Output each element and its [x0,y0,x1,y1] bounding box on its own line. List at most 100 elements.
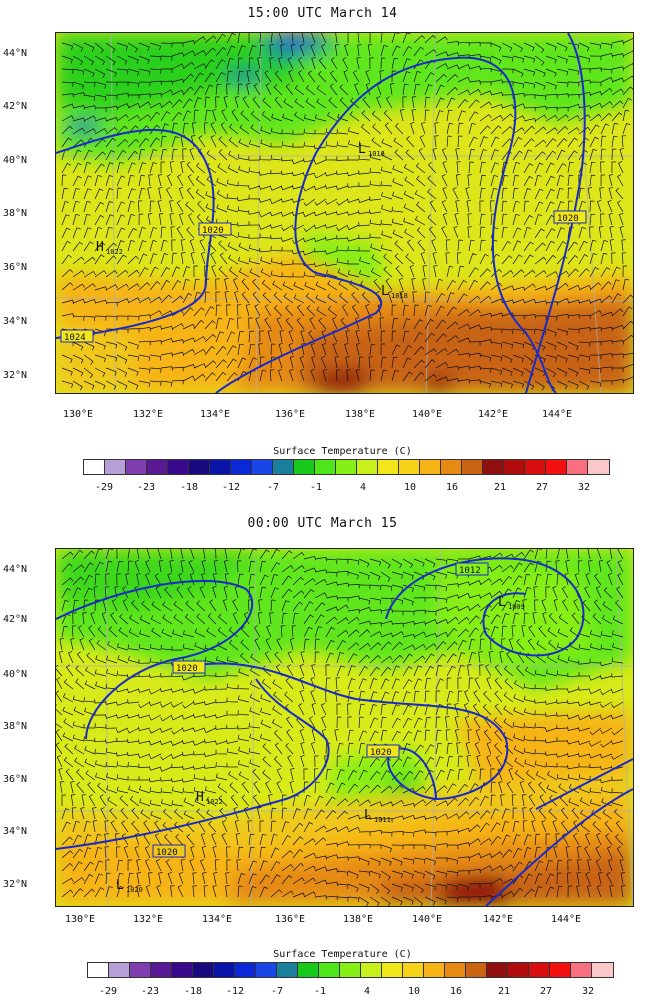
wind-barb [248,873,257,885]
wind-barb [116,761,129,768]
wind-barb [138,148,146,161]
lat-label: 34°N [3,826,28,837]
wind-barb [270,587,279,599]
wind-barb [556,149,566,161]
wind-barb [223,585,229,599]
wind-barb [228,150,239,161]
wind-barb [391,678,400,690]
wind-barb [182,323,196,330]
wind-barb [405,149,415,161]
wind-barb [94,68,106,78]
wind-barb [393,137,404,148]
wind-barb [122,599,129,612]
wind-barb [457,280,468,291]
wind-barb [134,845,140,859]
wind-barb [138,200,143,213]
wind-barb [228,254,239,265]
wind-barb [262,756,272,768]
panel-title: 00:00 UTC March 15 [247,516,398,531]
wind-barb [160,226,166,239]
wind-barb [545,68,557,77]
wind-barb [446,594,460,599]
wind-barb [72,599,79,612]
wind-barb [94,833,102,846]
wind-barb [270,599,276,612]
wind-barb [182,778,195,783]
wind-barb [576,885,581,898]
wind-barb [65,768,74,781]
wind-barb [529,807,536,820]
wind-barb [589,67,602,72]
wind-barb [335,211,349,216]
wind-barb [278,342,283,356]
wind-barb [303,865,316,872]
wind-barb [138,68,151,76]
wind-barb [523,241,534,252]
wind-barb [138,672,151,677]
temperature-map[interactable]: 1020 1020 1024 L 1016 H 1022 L 1018 [55,32,634,394]
wind-barb [292,862,304,872]
wind-barb [160,687,173,693]
wind-barb [201,559,206,573]
wind-barb [88,625,96,638]
wind-barb [512,240,522,252]
wind-barb [226,205,239,213]
wind-barb [96,640,107,651]
temperature-map[interactable]: 1020 1012 1020 1020 L 1009 H 1022 L 1011… [55,548,634,907]
wind-barb [127,656,140,664]
wind-barb [160,239,168,252]
wind-barb [325,664,330,677]
wind-barb [237,154,250,161]
wind-barb [335,690,340,703]
wind-barb [94,380,106,390]
wind-barb [580,809,591,820]
wind-barb [534,669,547,677]
wind-barb [336,257,349,265]
wind-barb [367,44,373,57]
wind-barb [248,139,261,148]
wind-barb [424,857,436,866]
wind-barb [128,785,140,794]
wind-barb [562,599,569,612]
wind-barb [209,599,217,612]
wind-barb [311,56,316,70]
wind-barb [237,357,247,369]
wind-barb [149,777,162,783]
wind-barb [413,678,423,690]
wind-barb [72,549,84,560]
wind-barb [506,651,514,664]
wind-barb [336,841,350,846]
wind-barb [127,727,140,734]
wind-barb [204,644,217,651]
wind-barb [300,741,305,755]
wind-barb [435,606,449,612]
wind-barb [369,597,382,605]
wind-barb [276,317,283,330]
wind-barb [314,578,327,586]
wind-barb [413,799,426,807]
wind-barb [457,677,462,690]
wind-barb [199,239,206,252]
wind-barb [534,886,543,898]
wind-barb [567,268,579,278]
colorbar-swatch [525,460,546,474]
wind-barb [336,629,349,638]
wind-barb [116,92,129,98]
wind-barb [127,859,133,872]
wind-barb [611,112,623,122]
wind-barb [116,643,129,651]
wind-barb [343,69,349,83]
wind-barb [105,341,118,349]
wind-barb [395,122,404,135]
wind-barb [105,214,114,226]
wind-barb [534,846,541,859]
wind-barb [345,356,350,369]
wind-barb [620,885,626,898]
wind-barb [292,576,304,586]
wind-barb [105,748,118,755]
wind-barb [248,846,255,859]
wind-barb [248,167,261,174]
wind-barb [468,580,482,586]
wind-barb [402,717,412,729]
wind-barb [184,613,195,625]
